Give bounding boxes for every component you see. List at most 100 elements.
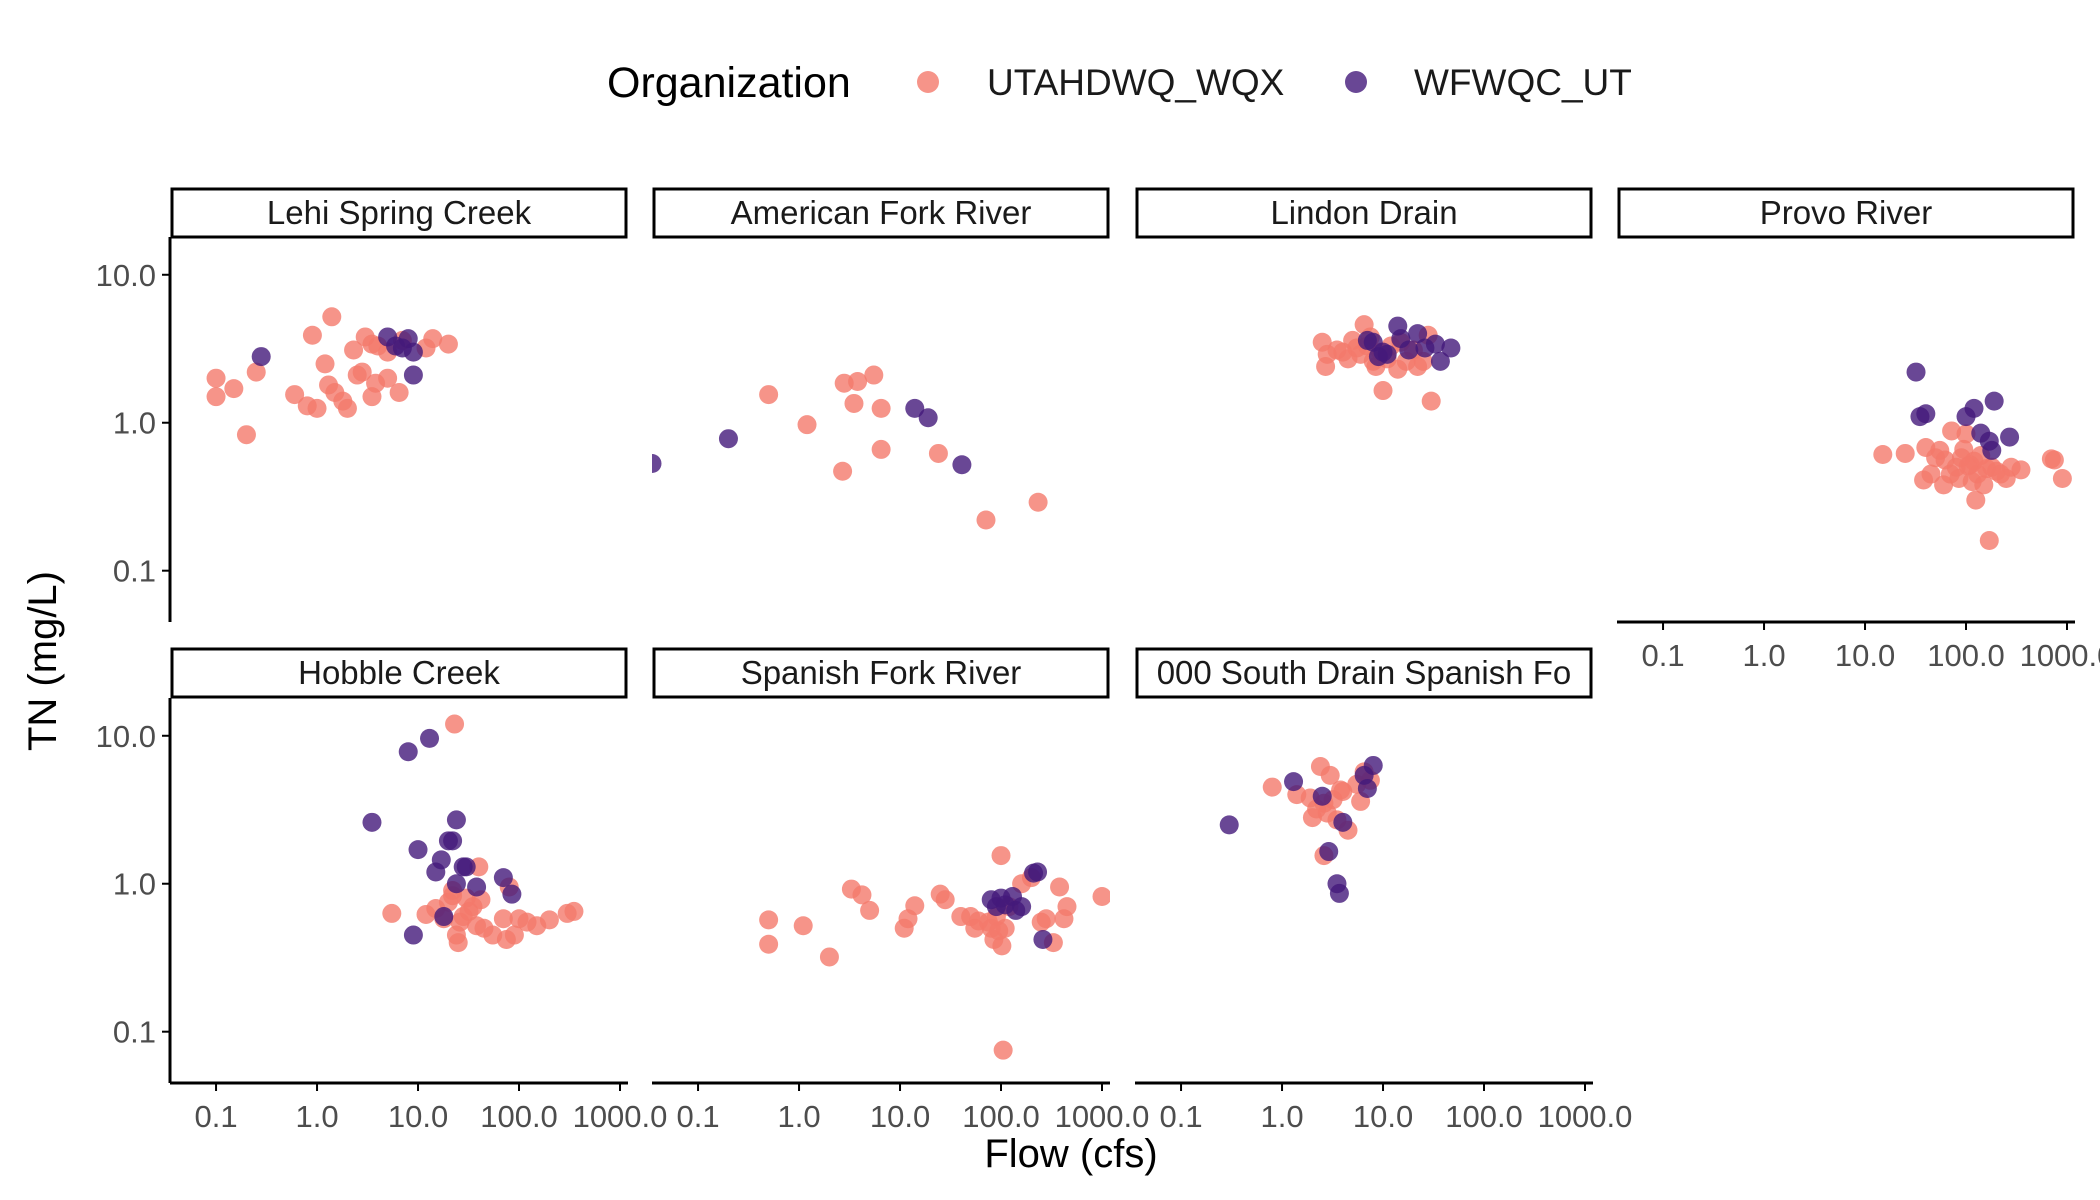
- point-spanish-fork-river-utahdwq-wqx-33: [1057, 897, 1077, 917]
- point-american-fork-river-utahdwq-wqx-9: [928, 443, 948, 463]
- x-tick-label-000-south-drain-spanish-fo-0: 0.1: [1159, 1099, 1202, 1134]
- x-tick-label-spanish-fork-river-4: 1000.0: [1055, 1099, 1150, 1134]
- y-tick-label-hobble-creek-2: 10.0: [96, 719, 156, 754]
- point-lehi-spring-creek-utahdwq-wqx-4: [246, 362, 266, 382]
- point-spanish-fork-river-utahdwq-wqx-9: [905, 896, 925, 916]
- point-hobble-creek-wfwqc-ut-14: [467, 877, 487, 897]
- point-hobble-creek-wfwqc-ut-7: [434, 907, 454, 927]
- point-lehi-spring-creek-utahdwq-wqx-25: [389, 383, 409, 403]
- point-provo-river-utahdwq-wqx-4: [1921, 464, 1941, 484]
- point-hobble-creek-wfwqc-ut-13: [456, 857, 476, 877]
- x-tick-label-spanish-fork-river-0: 0.1: [676, 1099, 719, 1134]
- legend-marker-wfwqc: [1345, 71, 1367, 93]
- strip-spanish-fork-river: [652, 647, 1110, 699]
- point-spanish-fork-river-utahdwq-wqx-22: [992, 936, 1012, 956]
- point-spanish-fork-river-utahdwq-wqx-2: [793, 916, 813, 936]
- panel-000-south-drain-spanish-fo: 000 South Drain Spanish Fo 0.1 1.0 10.0 100.…: [1135, 647, 1633, 1134]
- point-provo-river-utahdwq-wqx-25: [1979, 530, 1999, 550]
- point-provo-river-wfwqc-ut-2: [1916, 404, 1936, 424]
- point-provo-river-wfwqc-ut-0: [1906, 362, 1926, 382]
- legend-label-wfwqc: WFWQC_UT: [1414, 62, 1632, 103]
- point-provo-river-utahdwq-wqx-33: [2044, 450, 2064, 470]
- point-hobble-creek-wfwqc-ut-2: [403, 925, 423, 945]
- point-american-fork-river-utahdwq-wqx-0: [759, 385, 779, 405]
- point-000-south-drain-spanish-fo-wfwqc-ut-6: [1333, 812, 1353, 832]
- strip-title-provo-river: Provo River: [1760, 194, 1932, 231]
- point-provo-river-utahdwq-wqx-34: [2052, 468, 2072, 488]
- point-lindon-drain-utahdwq-wqx-25: [1421, 391, 1441, 411]
- point-lehi-spring-creek-utahdwq-wqx-5: [285, 385, 305, 405]
- strip-lehi-spring-creek: [170, 187, 628, 239]
- point-hobble-creek-wfwqc-ut-0: [362, 812, 382, 832]
- strip-title-lindon-drain: Lindon Drain: [1270, 194, 1457, 231]
- point-spanish-fork-river-utahdwq-wqx-5: [852, 885, 872, 905]
- point-lindon-drain-wfwqc-ut-7: [1399, 340, 1419, 360]
- x-tick-label-000-south-drain-spanish-fo-1: 1.0: [1260, 1099, 1303, 1134]
- point-provo-river-wfwqc-ut-9: [2000, 427, 2020, 447]
- point-provo-river-wfwqc-ut-7: [1982, 440, 2002, 460]
- point-lehi-spring-creek-utahdwq-wqx-15: [344, 340, 364, 360]
- point-hobble-creek-wfwqc-ut-9: [443, 831, 463, 851]
- point-lehi-spring-creek-utahdwq-wqx-17: [352, 362, 372, 382]
- x-tick-label-spanish-fork-river-3: 100.0: [962, 1099, 1040, 1134]
- point-hobble-creek-wfwqc-ut-1: [398, 742, 418, 762]
- point-american-fork-river-utahdwq-wqx-8: [871, 398, 891, 418]
- point-spanish-fork-river-wfwqc-ut-8: [1028, 862, 1048, 882]
- x-tick-label-000-south-drain-spanish-fo-3: 100.0: [1445, 1099, 1523, 1134]
- point-000-south-drain-spanish-fo-utahdwq-wqx-13: [1333, 782, 1353, 802]
- facet-panels: Lehi Spring Creek 0.1 1.0 10.0 American Fork…: [96, 187, 2100, 1134]
- point-spanish-fork-river-utahdwq-wqx-3: [819, 947, 839, 967]
- point-hobble-creek-utahdwq-wqx-9: [448, 933, 468, 953]
- point-000-south-drain-spanish-fo-wfwqc-ut-3: [1319, 842, 1339, 862]
- x-tick-label-provo-river-0: 0.1: [1641, 638, 1684, 673]
- point-lehi-spring-creek-utahdwq-wqx-8: [307, 398, 327, 418]
- panel-provo-river: Provo River 0.1 1.0 10.0 100.0 1000.0: [1617, 187, 2100, 673]
- point-lehi-spring-creek-utahdwq-wqx-23: [378, 368, 398, 388]
- panel-american-fork-river: American Fork River: [652, 187, 1110, 530]
- point-lehi-spring-creek-utahdwq-wqx-7: [302, 325, 322, 345]
- point-000-south-drain-spanish-fo-wfwqc-ut-5: [1329, 883, 1349, 903]
- point-hobble-creek-utahdwq-wqx-29: [564, 901, 584, 921]
- panel-spanish-fork-river: Spanish Fork River 0.1 1.0 10.0 100.0 1000.0: [652, 647, 1150, 1134]
- x-tick-label-hobble-creek-2: 10.0: [388, 1099, 448, 1134]
- point-american-fork-river-utahdwq-wqx-11: [1028, 492, 1048, 512]
- point-lehi-spring-creek-utahdwq-wqx-2: [224, 379, 244, 399]
- point-provo-river-wfwqc-ut-8: [1984, 391, 2004, 411]
- strip-american-fork-river: [652, 187, 1110, 239]
- point-american-fork-river-utahdwq-wqx-1: [797, 415, 817, 435]
- x-tick-label-provo-river-2: 10.0: [1835, 638, 1895, 673]
- panel-lindon-drain: Lindon Drain: [1135, 187, 1593, 411]
- points-000-south-drain-spanish-fo: [1219, 755, 1383, 903]
- point-american-fork-river-wfwqc-ut-4: [952, 455, 972, 475]
- panel-hobble-creek: Hobble Creek 0.1 1.0 10.0 0.1 1.0 10.0 100.0 100…: [96, 647, 667, 1134]
- point-provo-river-utahdwq-wqx-15: [1956, 424, 1976, 444]
- strip-000-south-drain-spanish-fo: [1135, 647, 1593, 699]
- points-lehi-spring-creek: [206, 307, 458, 445]
- point-lehi-spring-creek-utahdwq-wqx-3: [236, 425, 256, 445]
- point-lehi-spring-creek-utahdwq-wqx-14: [337, 398, 357, 418]
- strip-provo-river: [1617, 187, 2075, 239]
- point-000-south-drain-spanish-fo-utahdwq-wqx-0: [1262, 777, 1282, 797]
- point-american-fork-river-wfwqc-ut-1: [718, 429, 738, 449]
- point-hobble-creek-utahdwq-wqx-7: [445, 714, 465, 734]
- point-american-fork-river-utahdwq-wqx-5: [848, 371, 868, 391]
- point-hobble-creek-utahdwq-wqx-27: [539, 910, 559, 930]
- point-lehi-spring-creek-utahdwq-wqx-0: [206, 368, 226, 388]
- y-tick-label-lehi-spring-creek-1: 1.0: [113, 406, 156, 441]
- point-lehi-spring-creek-utahdwq-wqx-10: [322, 307, 342, 327]
- point-000-south-drain-spanish-fo-wfwqc-ut-0: [1219, 815, 1239, 835]
- points-american-fork-river: [652, 365, 1048, 530]
- point-american-fork-river-utahdwq-wqx-4: [844, 393, 864, 413]
- x-tick-label-provo-river-4: 1000.0: [2020, 638, 2100, 673]
- point-provo-river-utahdwq-wqx-20: [1966, 490, 1986, 510]
- point-000-south-drain-spanish-fo-wfwqc-ut-1: [1284, 772, 1304, 792]
- x-tick-label-000-south-drain-spanish-fo-4: 1000.0: [1538, 1099, 1633, 1134]
- x-tick-label-hobble-creek-3: 100.0: [480, 1099, 558, 1134]
- x-tick-label-provo-river-1: 1.0: [1742, 638, 1785, 673]
- x-tick-label-spanish-fork-river-2: 10.0: [870, 1099, 930, 1134]
- point-lindon-drain-utahdwq-wqx-15: [1373, 381, 1393, 401]
- point-spanish-fork-river-utahdwq-wqx-31: [1050, 877, 1070, 897]
- point-lehi-spring-creek-utahdwq-wqx-29: [438, 334, 458, 354]
- point-american-fork-river-wfwqc-ut-3: [918, 408, 938, 428]
- legend-marker-utahdwq: [917, 71, 939, 93]
